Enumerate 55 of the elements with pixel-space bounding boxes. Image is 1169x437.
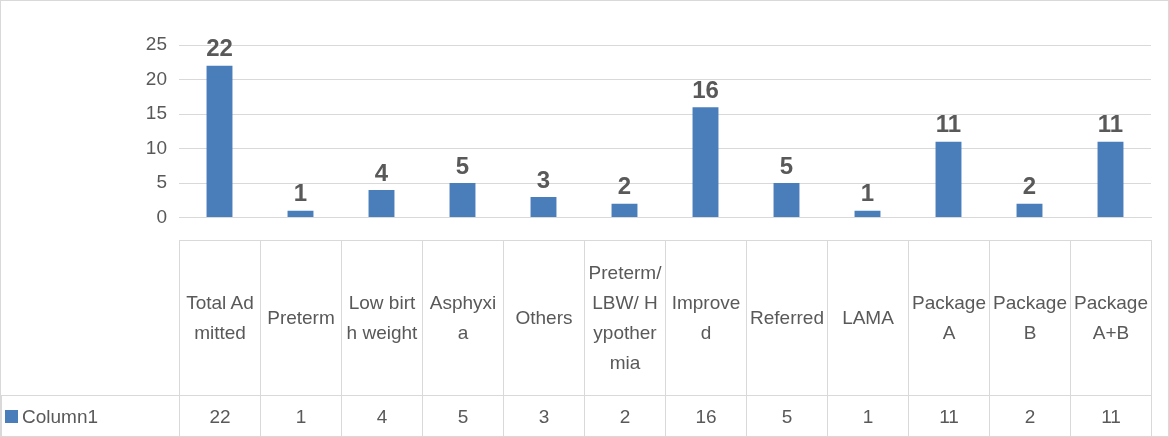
bar xyxy=(449,183,476,218)
x-tick-label: Asphyxia xyxy=(422,240,504,395)
text: 5 xyxy=(422,395,504,437)
data-label: 2 xyxy=(1022,172,1037,200)
y-tick-label: 15 xyxy=(145,102,167,124)
bar xyxy=(1097,141,1124,218)
bar xyxy=(692,107,719,218)
data-label: 4 xyxy=(374,158,389,186)
x-tick-label: Package A xyxy=(908,240,990,395)
data-label: 5 xyxy=(779,151,794,179)
bar xyxy=(1016,203,1043,218)
x-tick-label: Low birth weight xyxy=(341,240,423,395)
x-tick-label: Package A+B xyxy=(1070,240,1152,395)
bar xyxy=(368,189,395,218)
bar xyxy=(773,183,800,218)
text: 3 xyxy=(503,395,585,437)
text: 5 xyxy=(746,395,828,437)
data-label: 22 xyxy=(206,34,233,62)
bar xyxy=(611,203,638,218)
bar xyxy=(935,141,962,218)
y-tick-label: 10 xyxy=(145,136,167,158)
data-label: 11 xyxy=(1097,110,1124,138)
data-label: 16 xyxy=(692,75,719,103)
data-label: 1 xyxy=(860,179,875,207)
data-label: 5 xyxy=(455,151,470,179)
x-tick-label: Preterm xyxy=(260,240,342,395)
text: 1 xyxy=(260,395,342,437)
bar xyxy=(206,65,233,218)
y-tick-label: 25 xyxy=(145,33,167,55)
y-tick-label: 0 xyxy=(156,205,167,227)
x-tick-label: Improved xyxy=(665,240,747,395)
x-tick-label: Others xyxy=(503,240,585,395)
text: 2 xyxy=(584,395,666,437)
bar xyxy=(854,210,881,218)
x-tick-label: Referred xyxy=(746,240,828,395)
y-tick-label: 20 xyxy=(145,67,167,89)
x-tick-label: Preterm/LBW/ Hypothermia xyxy=(584,240,666,395)
text: 22 xyxy=(179,395,261,437)
text: 11 xyxy=(1070,395,1152,437)
text: 11 xyxy=(908,395,990,437)
bar xyxy=(530,196,557,218)
y-tick-label: 5 xyxy=(156,171,167,193)
data-label: 11 xyxy=(935,110,962,138)
text: 1 xyxy=(827,395,909,437)
data-label: 3 xyxy=(536,165,551,193)
bar xyxy=(287,210,314,218)
x-tick-label: LAMA xyxy=(827,240,909,395)
data-label: 1 xyxy=(293,179,308,207)
x-tick-label: Total Admitted xyxy=(179,240,261,395)
text: 4 xyxy=(341,395,423,437)
text: 2 xyxy=(989,395,1071,437)
x-tick-label: Package B xyxy=(989,240,1071,395)
legend-label: Column1 xyxy=(1,395,180,437)
text: 16 xyxy=(665,395,747,437)
data-label: 2 xyxy=(617,172,632,200)
